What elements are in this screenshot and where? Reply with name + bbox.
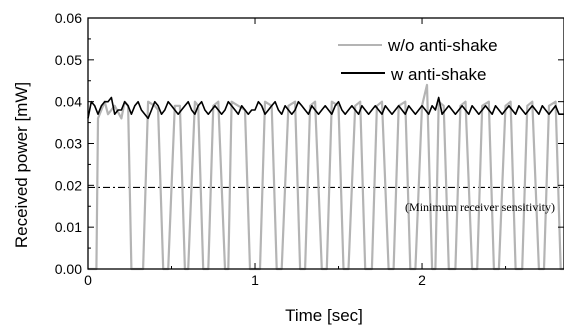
y-tick-label-6: 0.06 bbox=[55, 10, 82, 26]
x-tick-label-1: 1 bbox=[251, 272, 259, 288]
legend: w/o anti-shake w anti-shake bbox=[338, 36, 498, 84]
plot-layer bbox=[87, 83, 564, 271]
reference-line-label: (Minimum receiver sensitivity) bbox=[405, 200, 555, 214]
y-tick-label-1: 0.01 bbox=[55, 219, 82, 235]
legend-label-with-anti-shake: w anti-shake bbox=[390, 65, 486, 84]
ticks-layer: 0.00 0.01 0.02 0.03 0.04 0.05 0.06 0 1 2 bbox=[55, 10, 564, 288]
legend-label-without-anti-shake: w/o anti-shake bbox=[387, 36, 498, 55]
y-tick-label-2: 0.02 bbox=[55, 177, 82, 193]
x-tick-label-2: 2 bbox=[418, 272, 426, 288]
y-axis-title: Received power [mW] bbox=[12, 82, 31, 248]
plot-frame bbox=[87, 17, 564, 270]
y-tick-label-4: 0.04 bbox=[55, 94, 82, 110]
y-tick-label-3: 0.03 bbox=[55, 136, 82, 152]
y-tick-label-5: 0.05 bbox=[55, 52, 82, 68]
y-tick-label-0: 0.00 bbox=[55, 261, 82, 277]
y-axis-title-group: Received power [mW] bbox=[12, 82, 31, 248]
x-axis-title: Time [sec] bbox=[285, 306, 363, 325]
series-line-w-anti-shake bbox=[87, 96, 564, 120]
x-tick-label-0: 0 bbox=[84, 272, 92, 288]
